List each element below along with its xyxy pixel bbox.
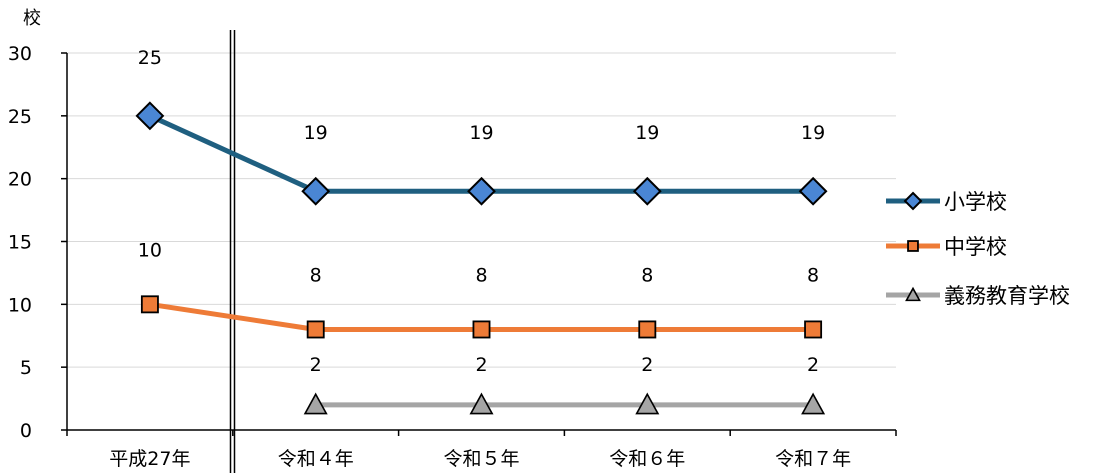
data-point-1-0: [140, 295, 159, 314]
legend-marker-2: [905, 286, 921, 302]
data-point-2-4: [801, 392, 826, 415]
legend-label: 小学校: [944, 190, 1007, 214]
data-point-2-1: [303, 392, 328, 415]
data-point-1-2: [472, 320, 491, 339]
data-point-0-2: [467, 176, 496, 206]
y-tick-label: 30: [8, 43, 32, 65]
gridlines: [61, 52, 896, 431]
data-label: 19: [304, 122, 328, 144]
y-unit-label: 校: [23, 8, 41, 29]
data-point-2-3: [635, 392, 660, 415]
legend-label: 中学校: [944, 235, 1007, 259]
y-tick-label: 5: [20, 357, 32, 379]
data-label: 10: [138, 239, 162, 261]
category-label: 令和４年: [278, 448, 354, 470]
data-label: 2: [310, 354, 322, 376]
y-tick-label: 25: [8, 106, 32, 128]
data-point-0-3: [632, 176, 662, 206]
data-label: 19: [635, 122, 659, 144]
data-label: 2: [807, 354, 819, 376]
data-point-1-3: [638, 320, 657, 339]
data-label: 19: [801, 122, 825, 144]
y-tick-label: 0: [20, 420, 32, 442]
category-label: 令和７年: [775, 448, 851, 470]
series-markers: [135, 101, 828, 415]
axes: [66, 30, 896, 473]
data-labels: 25 19 19 19 19 10 8 8 8 8 2 2 2 2: [138, 47, 825, 376]
data-label: 8: [475, 264, 487, 286]
data-label: 8: [807, 264, 819, 286]
y-tick-label: 20: [8, 169, 32, 191]
data-point-1-1: [306, 320, 325, 339]
data-label: 19: [469, 122, 493, 144]
legend-marker-0: [903, 191, 923, 211]
category-labels: 平成27年 令和４年 令和５年 令和６年 令和７年: [109, 448, 851, 470]
legend-label: 義務教育学校: [944, 284, 1070, 308]
category-label: 令和６年: [609, 448, 685, 470]
category-label: 平成27年: [109, 448, 190, 470]
data-point-0-1: [301, 176, 331, 206]
data-label: 8: [641, 264, 653, 286]
data-label: 2: [475, 354, 487, 376]
y-tick-label: 10: [8, 294, 32, 316]
data-label: 25: [138, 47, 162, 69]
data-point-1-4: [804, 320, 823, 339]
data-point-0-4: [798, 176, 828, 206]
data-point-2-2: [469, 392, 494, 415]
data-label: 2: [641, 354, 653, 376]
legend-marker-1: [907, 240, 919, 252]
y-tick-labels: 0 5 10 15 20 25 30: [8, 43, 32, 442]
data-label: 8: [310, 264, 322, 286]
x-ticks: [66, 430, 897, 436]
category-label: 令和５年: [443, 448, 519, 470]
data-point-0-0: [135, 101, 165, 131]
y-tick-label: 15: [8, 232, 32, 254]
